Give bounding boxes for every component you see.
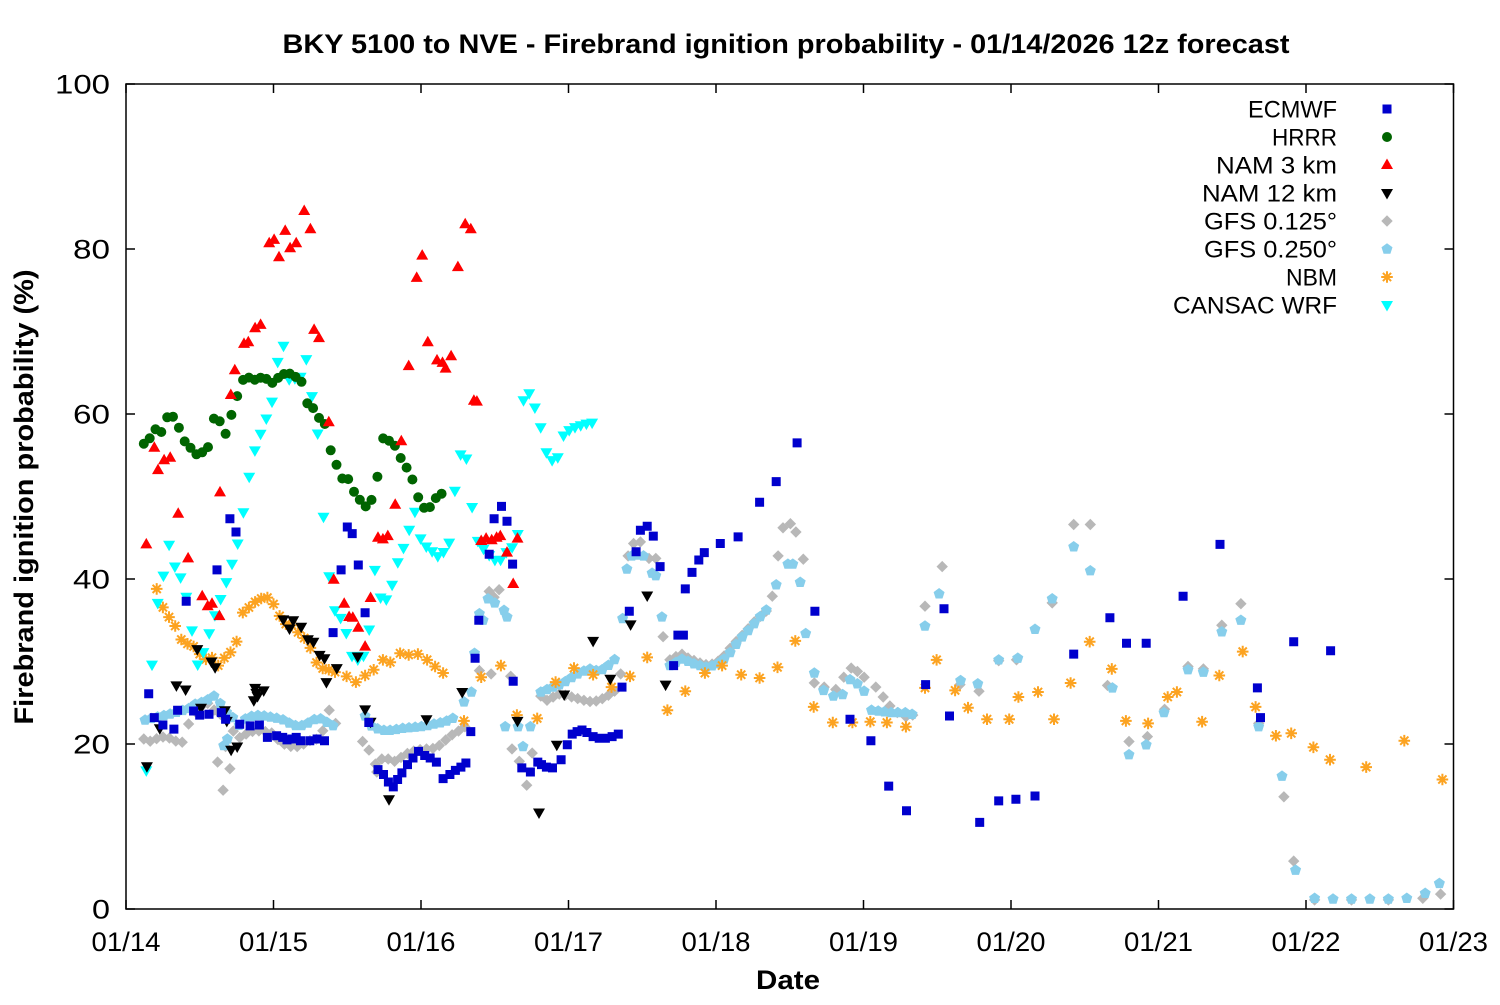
svg-text:NBM: NBM — [1286, 265, 1337, 292]
svg-text:01/19: 01/19 — [829, 927, 898, 957]
svg-text:HRRR: HRRR — [1272, 125, 1337, 152]
svg-text:NAM 12 km: NAM 12 km — [1202, 181, 1337, 208]
svg-text:0: 0 — [92, 895, 110, 925]
svg-text:01/15: 01/15 — [239, 927, 308, 957]
svg-text:01/20: 01/20 — [977, 927, 1046, 957]
svg-text:01/23: 01/23 — [1419, 927, 1488, 957]
svg-text:60: 60 — [73, 400, 110, 430]
svg-text:01/14: 01/14 — [92, 927, 161, 957]
svg-text:NAM 3 km: NAM 3 km — [1216, 153, 1337, 180]
svg-text:01/16: 01/16 — [387, 927, 456, 957]
svg-text:Date: Date — [756, 965, 820, 995]
svg-text:40: 40 — [73, 565, 110, 595]
svg-text:80: 80 — [73, 235, 110, 265]
svg-text:100: 100 — [55, 70, 110, 100]
svg-text:BKY 5100 to NVE - Firebrand ig: BKY 5100 to NVE - Firebrand ignition pro… — [283, 29, 1290, 59]
svg-text:01/17: 01/17 — [534, 927, 603, 957]
svg-text:20: 20 — [73, 730, 110, 760]
svg-text:GFS 0.125°: GFS 0.125° — [1204, 209, 1337, 236]
svg-text:01/22: 01/22 — [1272, 927, 1341, 957]
svg-text:01/18: 01/18 — [682, 927, 751, 957]
svg-text:Firebrand ignition probability: Firebrand ignition probability (%) — [9, 270, 39, 725]
svg-text:CANSAC WRF: CANSAC WRF — [1173, 293, 1337, 320]
svg-text:ECMWF: ECMWF — [1248, 97, 1337, 124]
svg-text:GFS 0.250°: GFS 0.250° — [1204, 237, 1337, 264]
svg-text:01/21: 01/21 — [1124, 927, 1193, 957]
